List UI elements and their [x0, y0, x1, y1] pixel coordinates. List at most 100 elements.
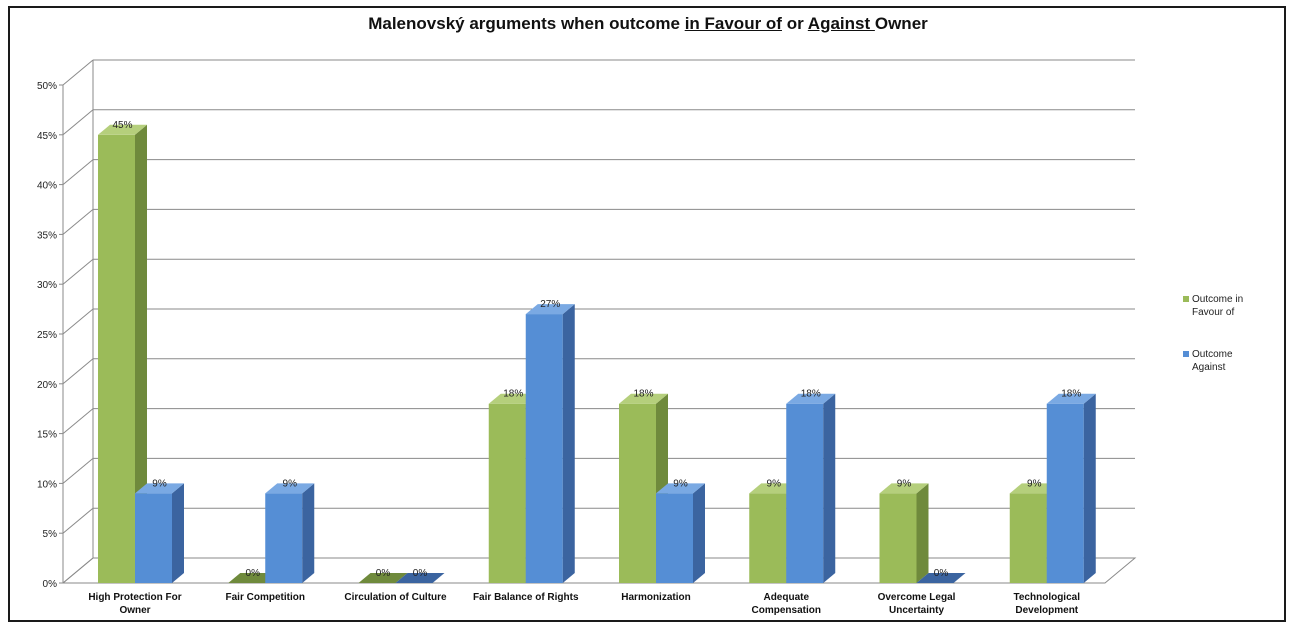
bar-top — [879, 483, 929, 494]
data-label: 0% — [413, 568, 428, 579]
bar-favour — [98, 134, 135, 584]
y-tick-label: 25% — [37, 330, 57, 341]
x-tick-label: Adequate — [763, 592, 809, 603]
data-label: 45% — [112, 120, 132, 131]
x-tick-label: Development — [1015, 605, 1078, 616]
x-tick-label: Owner — [119, 605, 150, 616]
gridline-diag — [62, 358, 94, 385]
data-label: 9% — [1027, 478, 1042, 489]
y-tick-label: 15% — [37, 430, 57, 441]
y-tick-label: 0% — [43, 579, 58, 590]
bar-top — [395, 573, 445, 583]
data-label: 9% — [767, 478, 782, 489]
bar-top — [656, 483, 705, 494]
bar-top — [358, 573, 408, 583]
data-label: 18% — [503, 389, 523, 400]
chart-title-part-0: Malenovský arguments when outcome — [368, 14, 685, 33]
legend-label-against: Outcome — [1192, 349, 1233, 360]
bar-top — [135, 483, 184, 494]
bar-top — [619, 393, 668, 404]
data-label: 9% — [152, 478, 167, 489]
bar-top — [786, 393, 836, 404]
bar-side — [135, 124, 147, 584]
bar-favour — [488, 403, 526, 583]
legend-swatch-favour — [1183, 296, 1189, 302]
gridline-diag — [62, 109, 94, 136]
bar-top — [749, 483, 799, 494]
legend-swatch-against — [1183, 351, 1189, 357]
x-tick-label: Fair Balance of Rights — [473, 592, 579, 603]
y-tick-label: 5% — [43, 529, 58, 540]
bar-top — [1046, 393, 1096, 404]
bar-side — [172, 483, 184, 583]
bar-top — [1009, 483, 1059, 494]
data-label: 27% — [540, 299, 560, 310]
chart-title-part-2: or — [781, 14, 808, 33]
data-label: 9% — [673, 478, 688, 489]
bar-top — [488, 393, 538, 404]
y-tick-label: 40% — [37, 181, 57, 192]
gridline-diag — [62, 557, 94, 584]
bar-top — [98, 124, 147, 135]
x-tick-label: High Protection For — [88, 592, 181, 603]
gridline-diag — [62, 159, 94, 185]
gridline-diag — [62, 209, 94, 235]
chart-title-part-3: Against — [807, 14, 875, 33]
bar-top — [525, 304, 575, 315]
bar-against — [135, 493, 172, 583]
gridline-diag — [62, 308, 94, 335]
y-tick-label: 45% — [37, 131, 57, 142]
data-label: 0% — [376, 568, 391, 579]
bar-side — [562, 304, 575, 583]
x-tick-label: Harmonization — [621, 592, 690, 603]
gridline-diag — [62, 59, 94, 86]
data-label: 18% — [1061, 389, 1081, 400]
bar-side — [1083, 393, 1096, 583]
y-tick-label: 30% — [37, 280, 57, 291]
chart-title: Malenovský arguments when outcome in Fav… — [0, 14, 1296, 34]
x-tick-label: Compensation — [752, 605, 821, 616]
bar-favour — [1009, 493, 1047, 583]
data-label: 18% — [801, 389, 821, 400]
x-tick-label: Fair Competition — [226, 592, 305, 603]
y-tick-label: 50% — [37, 81, 57, 92]
legend-label-favour-2: Favour of — [1192, 307, 1235, 318]
y-tick-label: 10% — [37, 479, 57, 490]
bar-favour — [619, 403, 656, 583]
x-tick-label: Circulation of Culture — [344, 592, 447, 603]
bar-against — [265, 493, 303, 583]
bar-favour — [879, 493, 917, 583]
gridline-diag — [62, 458, 94, 484]
bar-against — [786, 403, 824, 583]
bar-against — [1046, 403, 1084, 583]
bar-side — [916, 483, 929, 583]
data-label: 0% — [246, 568, 261, 579]
chart-title-part-1: in Favour of — [684, 14, 782, 33]
data-label: 9% — [897, 478, 912, 489]
data-label: 0% — [934, 568, 949, 579]
y-tick-label: 35% — [37, 230, 57, 241]
legend-label-favour: Outcome in — [1192, 294, 1244, 305]
legend-item-favour: Outcome in Favour of — [1183, 293, 1272, 319]
chart-floor — [61, 557, 1137, 584]
x-tick-label: Overcome Legal — [878, 592, 956, 603]
y-tick-label: 20% — [37, 380, 57, 391]
bar-side — [302, 483, 315, 583]
bar-side — [823, 393, 836, 583]
bar-against — [525, 314, 563, 583]
legend-item-against: Outcome Against — [1183, 348, 1272, 374]
bar-top — [916, 573, 966, 583]
bar-top — [265, 483, 315, 494]
chart-title-part-4: Owner — [874, 14, 928, 33]
data-label: 9% — [283, 478, 298, 489]
x-tick-label: Uncertainty — [889, 605, 944, 616]
gridline-diag — [62, 408, 94, 434]
bar-top — [228, 573, 278, 583]
x-tick-label: Technological — [1014, 592, 1081, 603]
legend-label-against-2: Against — [1192, 362, 1226, 373]
gridline-diag — [62, 507, 94, 534]
gridline-diag — [62, 258, 94, 285]
bar-side — [693, 483, 705, 583]
bar-favour — [749, 493, 787, 583]
